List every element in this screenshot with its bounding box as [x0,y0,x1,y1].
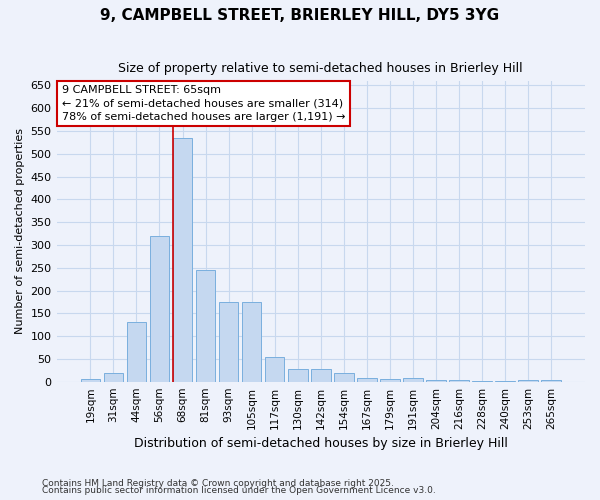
Bar [334,374,353,382]
Text: 9, CAMPBELL STREET, BRIERLEY HILL, DY5 3YG: 9, CAMPBELL STREET, BRIERLEY HILL, DY5 3… [100,8,500,22]
Text: 9 CAMPBELL STREET: 65sqm
← 21% of semi-detached houses are smaller (314)
78% of : 9 CAMPBELL STREET: 65sqm ← 21% of semi-d… [62,86,346,122]
Bar [127,322,146,382]
Bar [265,356,284,382]
Text: Contains HM Land Registry data © Crown copyright and database right 2025.: Contains HM Land Registry data © Crown c… [42,478,394,488]
Title: Size of property relative to semi-detached houses in Brierley Hill: Size of property relative to semi-detach… [118,62,523,76]
Bar [173,138,193,382]
Bar [104,372,123,382]
Bar [311,370,331,382]
Bar [357,378,377,382]
Bar [426,380,446,382]
X-axis label: Distribution of semi-detached houses by size in Brierley Hill: Distribution of semi-detached houses by … [134,437,508,450]
Bar [196,270,215,382]
Bar [242,302,262,382]
Bar [403,378,423,382]
Bar [288,370,308,382]
Bar [541,380,561,382]
Bar [219,302,238,382]
Y-axis label: Number of semi-detached properties: Number of semi-detached properties [15,128,25,334]
Bar [518,380,538,382]
Bar [80,380,100,382]
Bar [449,380,469,382]
Bar [149,236,169,382]
Text: Contains public sector information licensed under the Open Government Licence v3: Contains public sector information licen… [42,486,436,495]
Bar [380,380,400,382]
